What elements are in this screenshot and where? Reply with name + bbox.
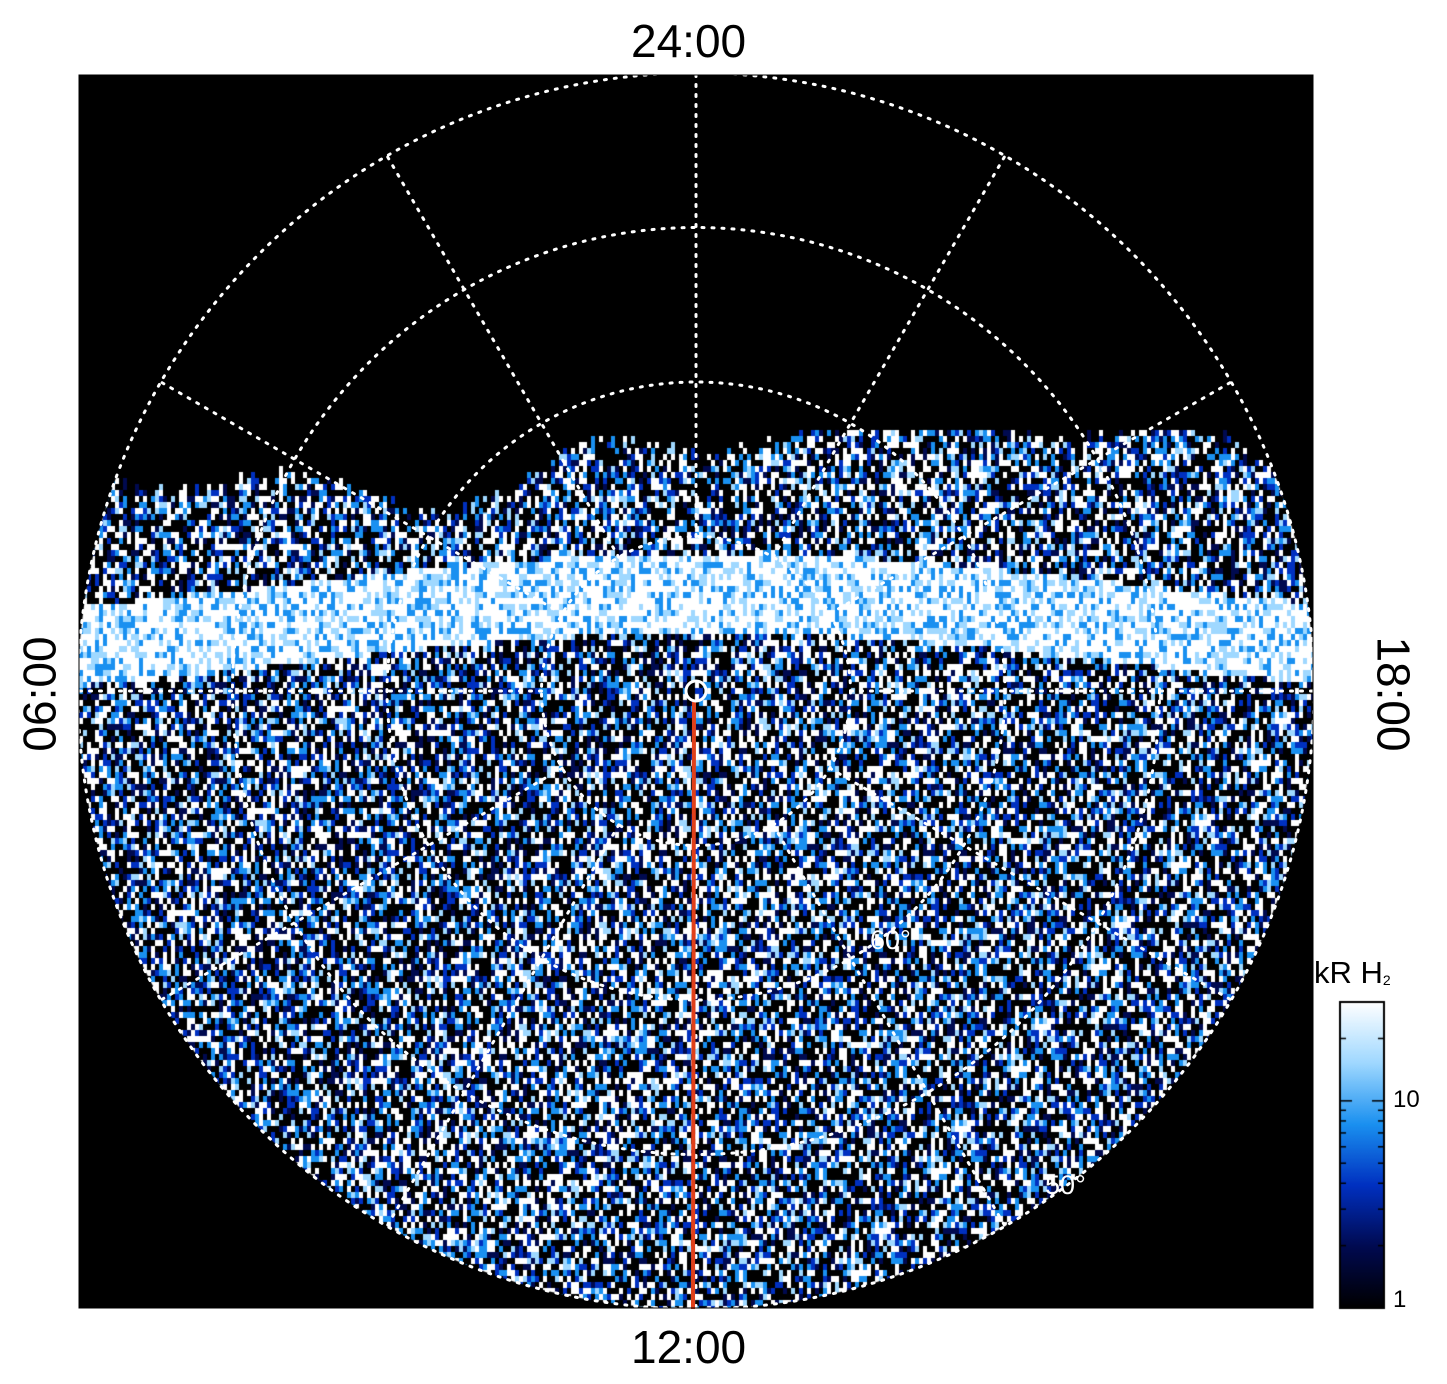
meridian-grid-line-16 bbox=[828, 766, 1233, 1002]
latitude-label-60: 60° bbox=[870, 925, 911, 955]
meridian-grid-line-20 bbox=[828, 380, 1233, 616]
meridian-grid-line-22 bbox=[771, 154, 1007, 559]
colorbar-tick-label-10: 10 bbox=[1393, 1086, 1420, 1113]
meridian-grid-line-10 bbox=[385, 823, 621, 1228]
latitude-label-50: 50° bbox=[1045, 1170, 1086, 1200]
latitude-circle-50 bbox=[76, 71, 1316, 1311]
meridian-grid-line-2 bbox=[385, 154, 621, 559]
local-time-label-left: 06:00 bbox=[13, 636, 66, 752]
local-time-label-right: 18:00 bbox=[1367, 636, 1420, 752]
colorbar-title: kR H2 bbox=[1314, 955, 1391, 991]
meridian-grid-line-8 bbox=[159, 766, 564, 1002]
local-time-label-top: 24:00 bbox=[631, 15, 747, 67]
noon-meridian-line bbox=[691, 700, 696, 1310]
pole-marker bbox=[684, 679, 708, 703]
colorbar-title-subscript: 2 bbox=[1382, 972, 1391, 988]
meridian-grid-line-14 bbox=[771, 823, 1007, 1228]
colorbar-tick-label-1: 1 bbox=[1393, 1286, 1407, 1313]
plot-frame bbox=[78, 74, 1314, 1309]
colorbar-title-text: kR H bbox=[1314, 955, 1383, 990]
local-time-label-bottom: 12:00 bbox=[631, 1321, 747, 1373]
meridian-grid-line-4 bbox=[159, 380, 564, 616]
latitude-circle-70 bbox=[385, 380, 1007, 1002]
latitude-circle-80 bbox=[540, 535, 852, 847]
